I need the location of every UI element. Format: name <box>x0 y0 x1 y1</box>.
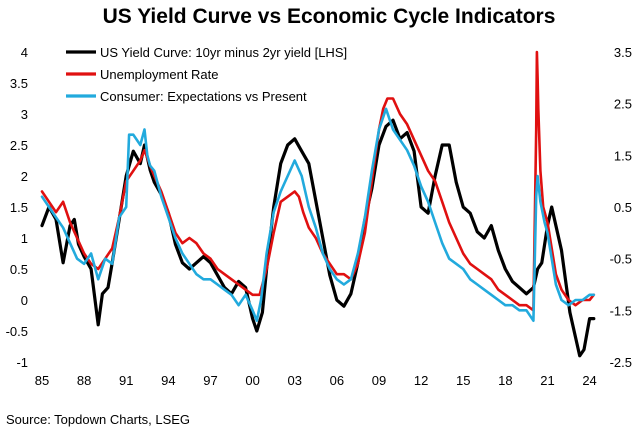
y-left-tick-label: 1.5 <box>10 200 28 215</box>
chart-title: US Yield Curve vs Economic Cycle Indicat… <box>103 5 556 28</box>
y-right-tick-label: 1.5 <box>614 148 632 163</box>
legend: US Yield Curve: 10yr minus 2yr yield [LH… <box>66 45 347 104</box>
y-left-tick-label: 2.5 <box>10 138 28 153</box>
x-tick-label: 18 <box>498 373 512 388</box>
x-tick-label: 94 <box>161 373 175 388</box>
legend-yield-curve-label: US Yield Curve: 10yr minus 2yr yield [LH… <box>100 45 347 60</box>
y-right-tick-label: 2.5 <box>614 97 632 112</box>
x-tick-label: 15 <box>456 373 470 388</box>
x-tick-label: 09 <box>372 373 386 388</box>
legend-consumer-expectations-label: Consumer: Expectations vs Present <box>100 89 307 104</box>
y-right-tick-label: -2.5 <box>610 355 632 370</box>
y-right-tick-label: 3.5 <box>614 45 632 60</box>
y-right-tick-label: 0.5 <box>614 200 632 215</box>
y-left-tick-label: 4 <box>21 45 28 60</box>
x-tick-label: 91 <box>119 373 133 388</box>
y-left-tick-label: 0 <box>21 293 28 308</box>
x-tick-label: 12 <box>414 373 428 388</box>
x-tick-label: 24 <box>582 373 596 388</box>
legend-unemployment-rate-label: Unemployment Rate <box>100 67 219 82</box>
series-line-yield-curve <box>40 118 596 358</box>
y-left-tick-label: 2 <box>21 169 28 184</box>
y-left-tick-label: 0.5 <box>10 262 28 277</box>
x-tick-label: 03 <box>287 373 301 388</box>
y-left-tick-label: 1 <box>21 231 28 246</box>
source-note: Source: Topdown Charts, LSEG <box>6 412 190 427</box>
x-tick-label: 21 <box>540 373 554 388</box>
y-right-tick-label: -0.5 <box>610 252 632 267</box>
x-tick-label: 97 <box>203 373 217 388</box>
series-line-consumer-expectations <box>40 107 596 323</box>
y-left-tick-label: 3 <box>21 107 28 122</box>
y-right-tick-label: -1.5 <box>610 303 632 318</box>
x-tick-label: 00 <box>245 373 259 388</box>
x-tick-label: 85 <box>35 373 49 388</box>
x-tick-label: 06 <box>330 373 344 388</box>
y-left-tick-label: 3.5 <box>10 76 28 91</box>
y-left-tick-label: -0.5 <box>6 324 28 339</box>
y-left-tick-label: -1 <box>16 355 28 370</box>
x-tick-label: 88 <box>77 373 91 388</box>
